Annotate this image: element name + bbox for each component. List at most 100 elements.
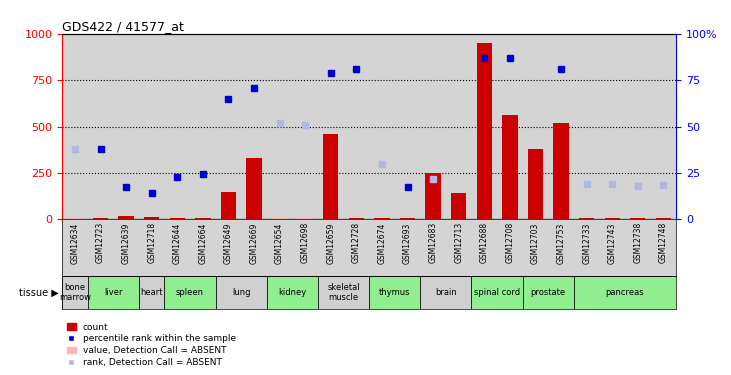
Bar — [164, 219, 190, 276]
Text: GSM12664: GSM12664 — [198, 222, 208, 264]
Bar — [395, 219, 420, 276]
Legend: count, percentile rank within the sample, value, Detection Call = ABSENT, rank, : count, percentile rank within the sample… — [63, 319, 240, 370]
Bar — [62, 276, 88, 309]
Bar — [241, 34, 267, 219]
Bar — [88, 34, 113, 219]
Bar — [221, 192, 236, 219]
Text: GSM12669: GSM12669 — [249, 222, 259, 264]
Bar — [267, 276, 318, 309]
Text: GSM12723: GSM12723 — [96, 222, 105, 263]
Bar — [497, 34, 523, 219]
Bar — [190, 219, 216, 276]
Text: bone
marrow: bone marrow — [59, 283, 91, 302]
Bar — [651, 219, 676, 276]
Text: GSM12674: GSM12674 — [377, 222, 387, 264]
Bar — [574, 276, 676, 309]
Bar — [344, 34, 369, 219]
Bar — [113, 219, 139, 276]
Bar — [292, 34, 318, 219]
Bar — [502, 116, 518, 219]
Bar — [548, 34, 574, 219]
Bar — [579, 217, 594, 219]
Bar — [651, 34, 676, 219]
Text: GSM12649: GSM12649 — [224, 222, 233, 264]
Bar — [88, 219, 113, 276]
Bar — [477, 43, 492, 219]
Text: GDS422 / 41577_at: GDS422 / 41577_at — [62, 20, 184, 33]
Bar — [139, 219, 164, 276]
Bar — [190, 34, 216, 219]
Bar — [446, 219, 471, 276]
Bar — [451, 194, 466, 219]
Bar — [425, 173, 441, 219]
Bar — [471, 219, 497, 276]
Text: GSM12644: GSM12644 — [173, 222, 182, 264]
Text: GSM12733: GSM12733 — [582, 222, 591, 264]
Bar — [318, 219, 344, 276]
Text: spleen: spleen — [176, 288, 204, 297]
Bar — [599, 219, 625, 276]
Bar — [369, 219, 395, 276]
Text: GSM12738: GSM12738 — [633, 222, 643, 263]
Bar — [471, 34, 497, 219]
Bar — [62, 219, 88, 276]
Text: GSM12654: GSM12654 — [275, 222, 284, 264]
Bar — [548, 219, 574, 276]
Bar — [599, 34, 625, 219]
Text: lung: lung — [232, 288, 251, 297]
Text: tissue ▶: tissue ▶ — [19, 288, 58, 297]
Bar — [523, 276, 574, 309]
Bar — [318, 34, 344, 219]
Bar — [369, 276, 420, 309]
Bar — [471, 276, 523, 309]
Text: heart: heart — [140, 288, 163, 297]
Bar — [195, 217, 211, 219]
Bar — [523, 219, 548, 276]
Text: GSM12639: GSM12639 — [121, 222, 131, 264]
Bar — [216, 219, 241, 276]
Bar — [395, 34, 420, 219]
Bar — [625, 34, 651, 219]
Bar — [88, 276, 139, 309]
Text: GSM12728: GSM12728 — [352, 222, 361, 263]
Text: liver: liver — [104, 288, 123, 297]
Bar — [625, 219, 651, 276]
Bar — [574, 34, 599, 219]
Text: GSM12713: GSM12713 — [454, 222, 463, 263]
Text: pancreas: pancreas — [606, 288, 644, 297]
Bar — [318, 276, 369, 309]
Bar — [528, 149, 543, 219]
Bar — [246, 158, 262, 219]
Text: GSM12634: GSM12634 — [70, 222, 80, 264]
Text: GSM12743: GSM12743 — [607, 222, 617, 264]
Text: GSM12703: GSM12703 — [531, 222, 540, 264]
Bar — [344, 219, 369, 276]
Bar — [420, 34, 446, 219]
Text: brain: brain — [435, 288, 457, 297]
Bar — [292, 219, 318, 276]
Text: GSM12688: GSM12688 — [480, 222, 489, 263]
Bar — [574, 219, 599, 276]
Bar — [267, 219, 292, 276]
Bar — [420, 219, 446, 276]
Text: GSM12698: GSM12698 — [300, 222, 310, 263]
Text: GSM12718: GSM12718 — [147, 222, 156, 263]
Text: kidney: kidney — [279, 288, 306, 297]
Bar — [523, 34, 548, 219]
Text: GSM12659: GSM12659 — [326, 222, 336, 264]
Text: GSM12748: GSM12748 — [659, 222, 668, 263]
Bar — [630, 217, 645, 219]
Text: GSM12693: GSM12693 — [403, 222, 412, 264]
Bar — [497, 219, 523, 276]
Text: spinal cord: spinal cord — [474, 288, 520, 297]
Bar — [241, 219, 267, 276]
Bar — [323, 134, 338, 219]
Bar — [164, 34, 190, 219]
Bar — [67, 217, 83, 219]
Text: prostate: prostate — [531, 288, 566, 297]
Bar — [267, 34, 292, 219]
Text: GSM12708: GSM12708 — [505, 222, 515, 263]
Text: GSM12683: GSM12683 — [428, 222, 438, 263]
Bar — [446, 34, 471, 219]
Text: GSM12753: GSM12753 — [556, 222, 566, 264]
